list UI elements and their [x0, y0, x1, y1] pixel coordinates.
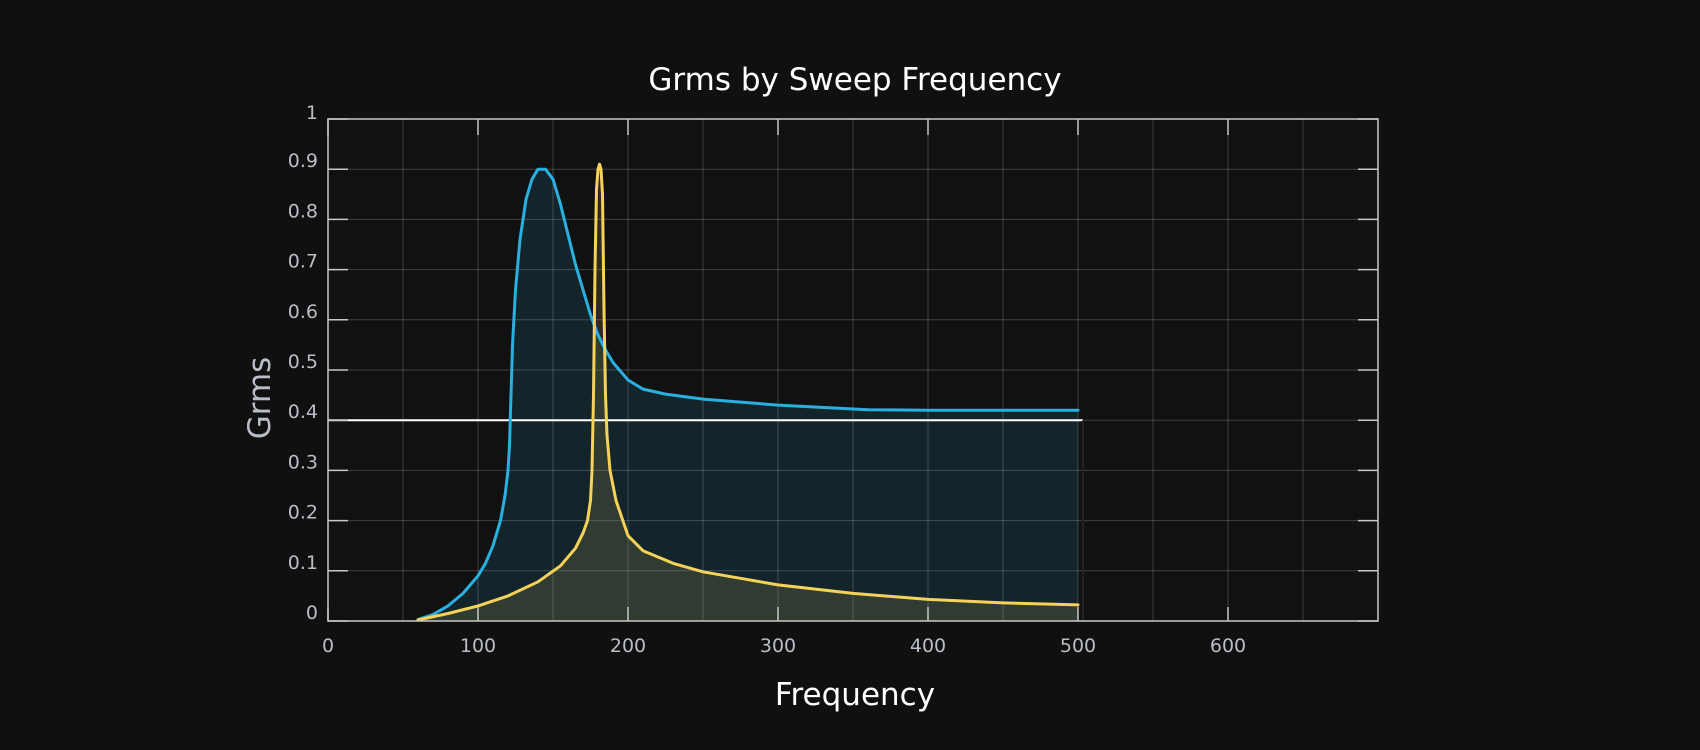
reference-line-group [328, 419, 1084, 621]
y-tick-label: 0.7 [288, 251, 318, 273]
y-tick-label: 0.3 [288, 451, 318, 473]
y-tick-label: 0.9 [288, 150, 318, 172]
y-tick-label: 0 [306, 602, 318, 624]
y-axis-title: Grms [242, 357, 278, 440]
plot-area [328, 119, 1378, 621]
x-tick-label: 200 [610, 635, 646, 657]
x-axis-title: Frequency [775, 677, 935, 713]
series-lines [416, 162, 1080, 622]
y-tick-label: 0.2 [288, 502, 318, 524]
series-fill-1 [418, 169, 1078, 621]
series-line-1 [416, 167, 1080, 621]
y-tick-label: 0.8 [288, 200, 318, 222]
series-line-2 [416, 162, 1080, 622]
x-tick-label: 600 [1210, 635, 1246, 657]
y-tick-label: 0.1 [288, 552, 318, 574]
series-fills [418, 164, 1078, 621]
x-tick-label: 500 [1060, 635, 1096, 657]
x-tick-label: 100 [460, 635, 496, 657]
chart-title: Grms by Sweep Frequency [648, 62, 1061, 98]
y-tick-label: 0.5 [288, 351, 318, 373]
y-tick-label: 1 [306, 102, 318, 124]
tick-marks [327, 118, 1378, 622]
plot-background [328, 119, 1378, 621]
tick-labels: 0 0.1 0.2 0.3 0.4 0.5 0.6 0.7 0.8 0.9 1 0 100 200 300 4… [288, 102, 1246, 657]
x-tick-label: 0 [322, 635, 334, 657]
x-tick-label: 400 [910, 635, 946, 657]
x-tick-label: 300 [760, 635, 796, 657]
y-tick-label: 0.4 [288, 401, 318, 423]
y-tick-label: 0.6 [288, 301, 318, 323]
